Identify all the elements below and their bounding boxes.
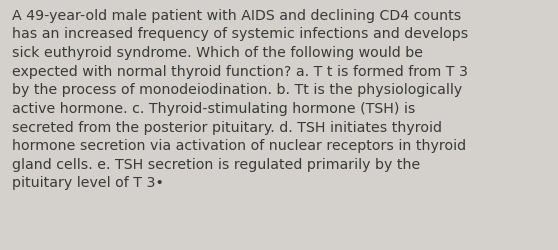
Text: A 49-year-old male patient with AIDS and declining CD4 counts
has an increased f: A 49-year-old male patient with AIDS and… (12, 9, 469, 190)
